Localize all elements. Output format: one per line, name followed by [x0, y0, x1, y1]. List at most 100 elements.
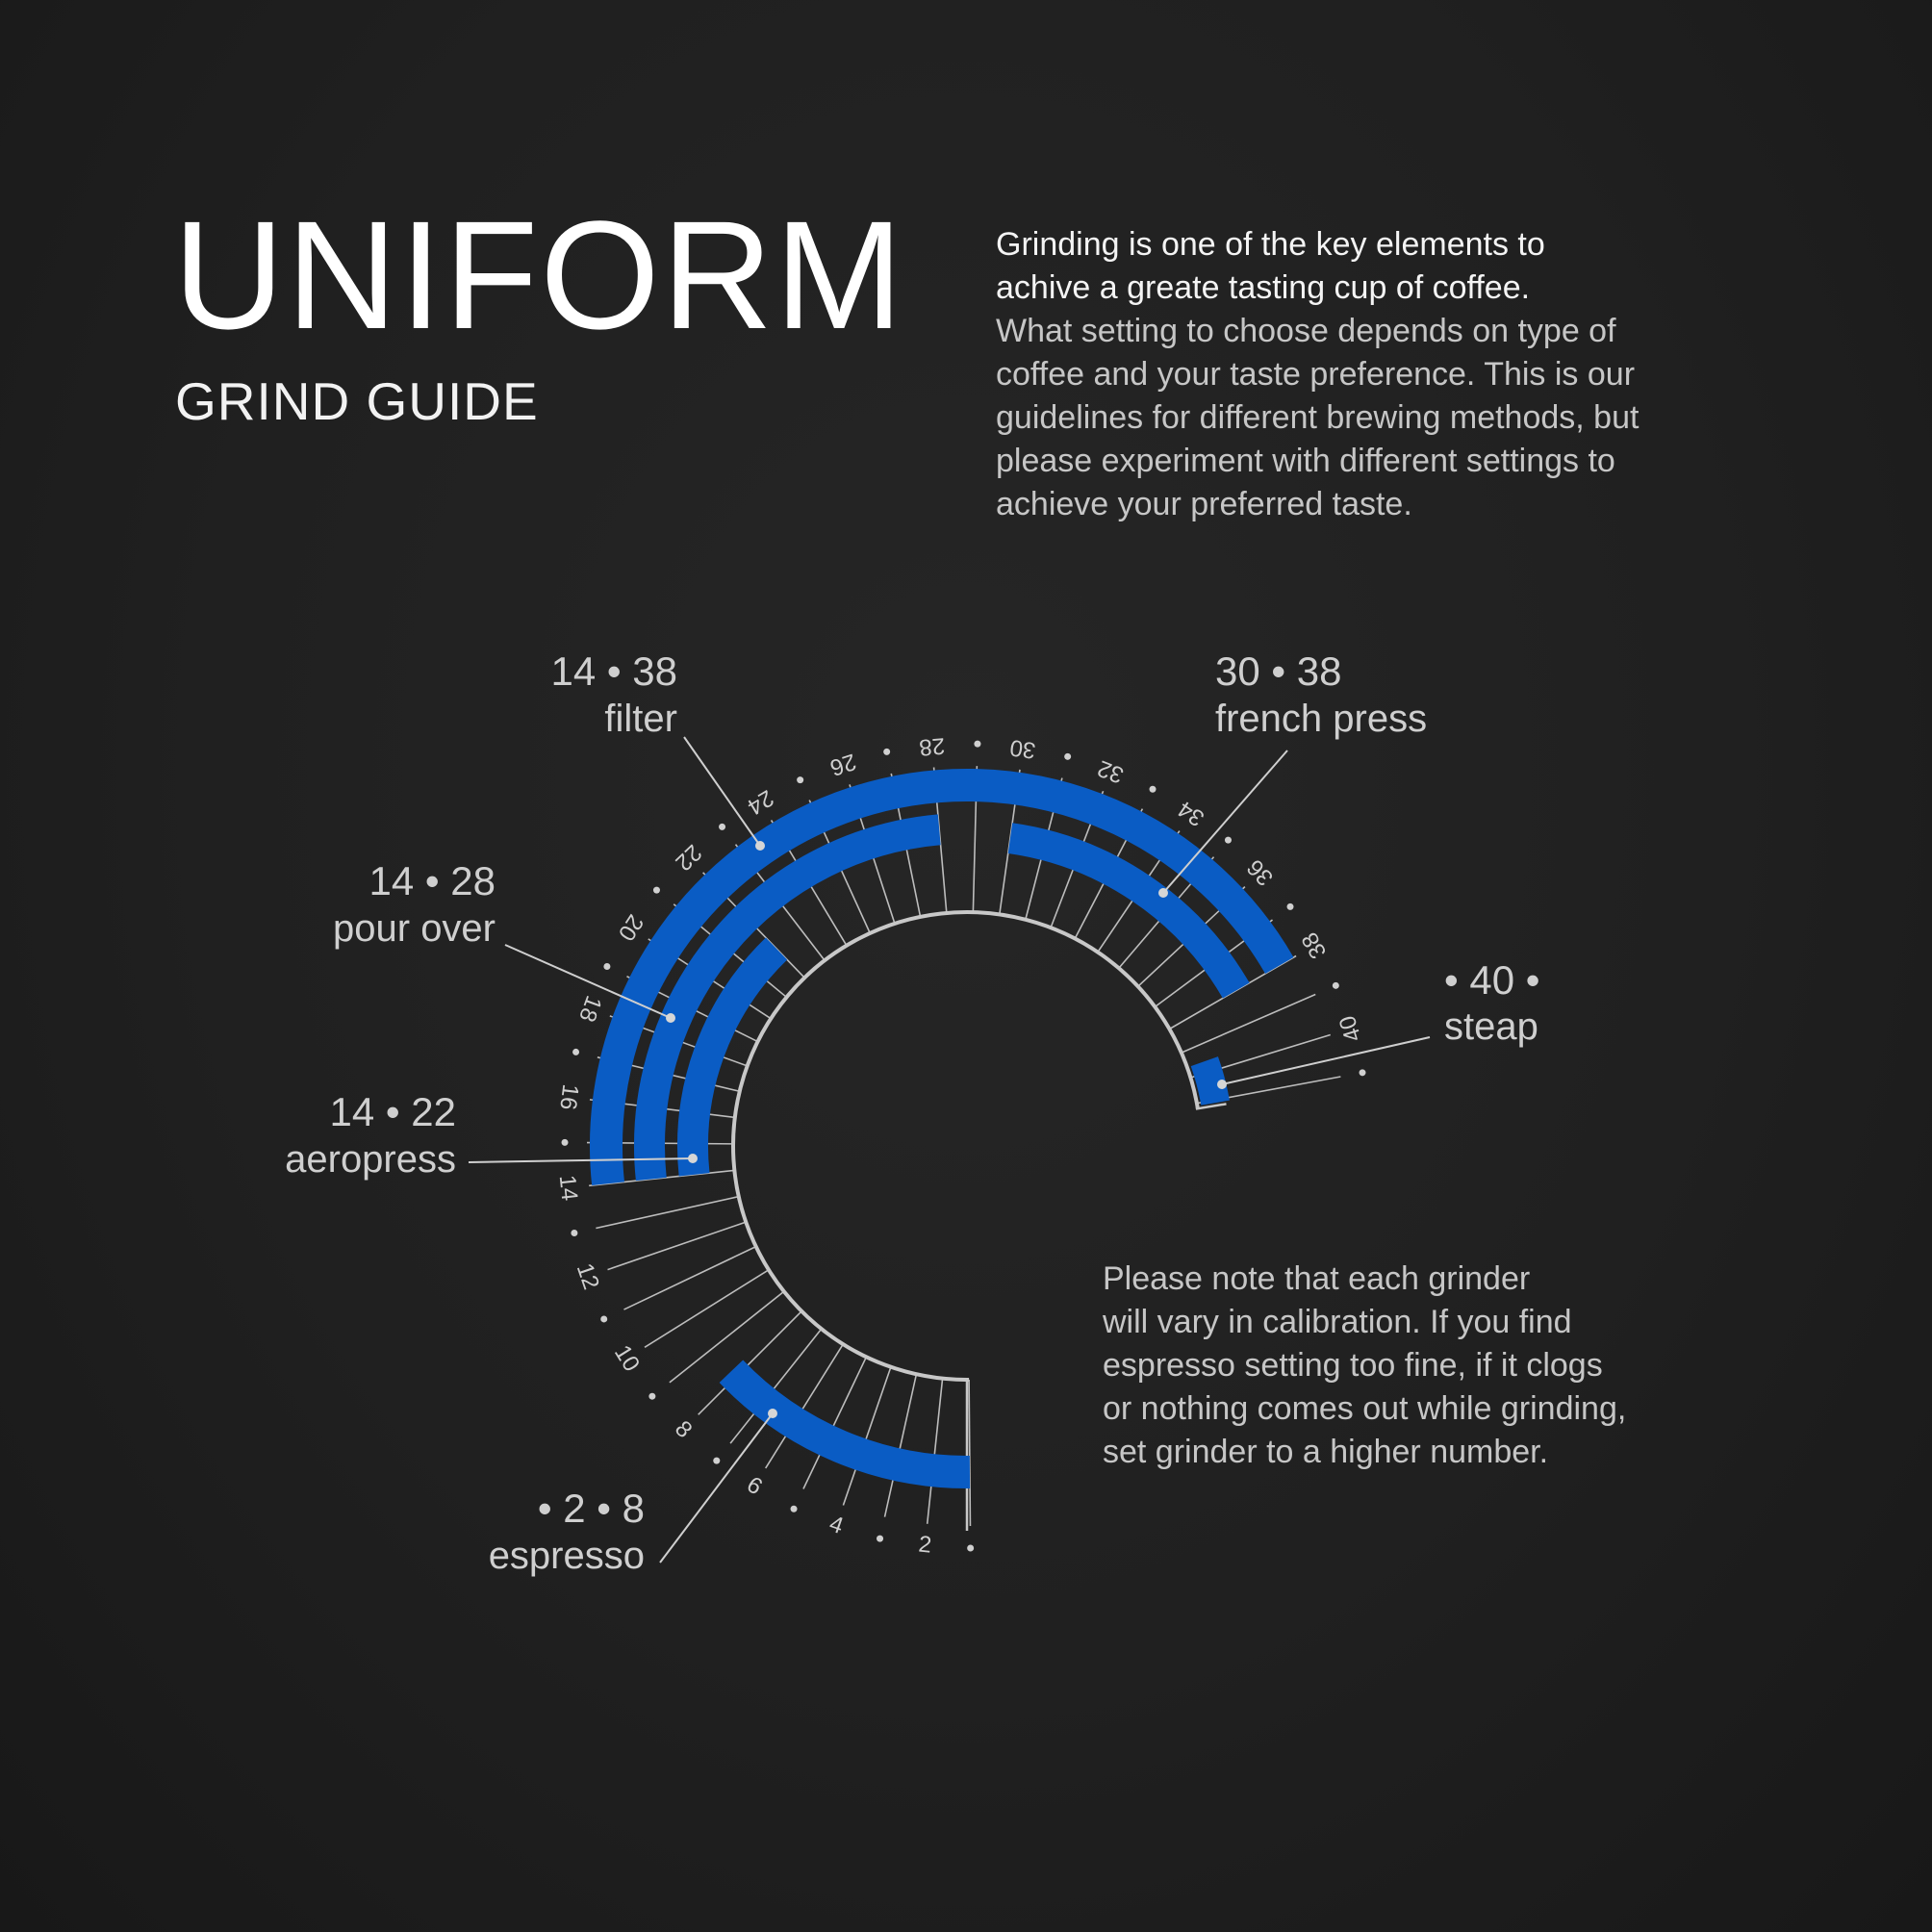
scale-end-line — [1195, 1103, 1227, 1110]
note-line: espresso setting too fine, if it clogs — [1103, 1347, 1603, 1384]
method-range: 30 • 38 — [1215, 648, 1341, 694]
tick-line — [729, 1328, 823, 1444]
tick-line — [1169, 954, 1297, 1030]
tick-line — [1181, 993, 1316, 1054]
leader-line — [468, 1157, 694, 1163]
tick-label: 2 — [917, 1531, 932, 1558]
leader-lines — [468, 736, 1431, 1563]
tick-line — [802, 1356, 868, 1489]
leader-dot — [688, 1154, 698, 1163]
leader-line — [1221, 1036, 1431, 1085]
note-line: or nothing comes out while grinding, — [1103, 1390, 1627, 1427]
scale-arc — [731, 910, 1200, 1382]
tick-dot — [790, 1505, 798, 1513]
tick-dot — [561, 1138, 569, 1146]
tick-label: 40 — [1335, 1012, 1367, 1044]
range-band-espresso — [719, 1360, 971, 1488]
tick-label: 30 — [1008, 734, 1037, 763]
method-name: aeropress — [285, 1138, 456, 1181]
method-name: filter — [604, 698, 677, 740]
intro-line: achieve your preferred taste. — [996, 486, 1412, 522]
tick-dot — [1224, 836, 1232, 844]
note-line: will vary in calibration. If you find — [1103, 1304, 1572, 1340]
tick-dot — [719, 823, 726, 830]
intro-text: Grinding is one of the key elements to a… — [996, 223, 1639, 526]
method-range: • 2 • 8 — [538, 1486, 645, 1531]
intro-line: coffee and your taste preference. This i… — [996, 356, 1636, 393]
tick-dot — [1332, 981, 1339, 989]
tick-line — [883, 1374, 918, 1517]
tick-line — [842, 1366, 892, 1506]
leader-line — [683, 736, 761, 847]
tick-dot — [974, 740, 981, 748]
leader-dot — [755, 841, 765, 851]
tick-label: 16 — [554, 1082, 583, 1111]
tick-dot — [883, 748, 891, 755]
method-name: pour over — [333, 907, 496, 950]
tick-label: 22 — [670, 839, 706, 876]
method-name: french press — [1215, 698, 1427, 740]
calibration-note: Please note that each grinder will vary … — [1103, 1258, 1626, 1474]
tick-label: 32 — [1094, 754, 1128, 788]
tick-label: 20 — [613, 909, 648, 945]
tick-line — [968, 1379, 972, 1526]
leader-line — [659, 1412, 774, 1563]
tick-label: 8 — [670, 1415, 698, 1443]
tick-dot — [967, 1544, 975, 1552]
tick-label: 14 — [554, 1174, 583, 1202]
tick-dot — [1149, 785, 1157, 793]
method-name: espresso — [489, 1535, 645, 1577]
tick-label: 24 — [743, 784, 778, 820]
intro-line: achive a greate tasting cup of coffee. — [996, 269, 1531, 306]
method-range: • 40 • — [1444, 957, 1539, 1003]
tick-dot — [797, 776, 804, 784]
tick-dot — [713, 1457, 721, 1464]
tick-line — [765, 1343, 844, 1469]
leader-line — [504, 944, 672, 1019]
leader-line — [1162, 750, 1288, 894]
intro-line: guidelines for different brewing methods… — [996, 399, 1640, 436]
intro-line: Grinding is one of the key elements to — [996, 226, 1545, 263]
tick-dot — [648, 1392, 656, 1400]
method-range: 14 • 38 — [551, 648, 677, 694]
method-name: steap — [1444, 1005, 1538, 1048]
tick-dot — [1286, 902, 1294, 910]
range-bands — [590, 769, 1294, 1488]
leader-dot — [1217, 1080, 1227, 1089]
tick-line — [644, 1269, 770, 1348]
tick-line — [607, 1221, 747, 1271]
method-range: 14 • 28 — [369, 858, 496, 903]
tick-label: 36 — [1242, 854, 1279, 891]
tick-line — [698, 1310, 802, 1415]
tick-dot — [877, 1535, 884, 1542]
tick-label: 38 — [1297, 928, 1333, 963]
tick-label: 26 — [826, 749, 859, 781]
tick-label: 34 — [1173, 796, 1208, 831]
tick-dot — [1064, 752, 1072, 760]
tick-label: 10 — [609, 1340, 645, 1376]
tick-dot — [652, 886, 660, 894]
tick-label: 18 — [573, 992, 607, 1025]
range-band-aeropress — [677, 937, 788, 1177]
note-line: set grinder to a higher number. — [1103, 1434, 1549, 1470]
range-band-steap — [1190, 1056, 1230, 1106]
intro-line: please experiment with different setting… — [996, 443, 1615, 479]
tick-dot — [603, 962, 611, 970]
leader-dot — [768, 1409, 777, 1418]
range-band-filter — [590, 769, 1294, 1185]
tick-line — [623, 1245, 757, 1310]
method-range: 14 • 22 — [330, 1089, 456, 1134]
note-line: Please note that each grinder — [1103, 1260, 1531, 1297]
range-band-french-press — [1007, 823, 1250, 999]
tick-label: 4 — [826, 1511, 847, 1539]
range-band-pour-over — [634, 814, 941, 1182]
tick-line — [596, 1195, 739, 1230]
tick-line — [926, 1378, 944, 1524]
leader-dot — [1158, 888, 1168, 898]
tick-dot — [571, 1229, 578, 1236]
tick-dot — [1359, 1069, 1366, 1077]
tick-label: 12 — [572, 1260, 604, 1293]
intro-line: What setting to choose depends on type o… — [996, 313, 1616, 349]
